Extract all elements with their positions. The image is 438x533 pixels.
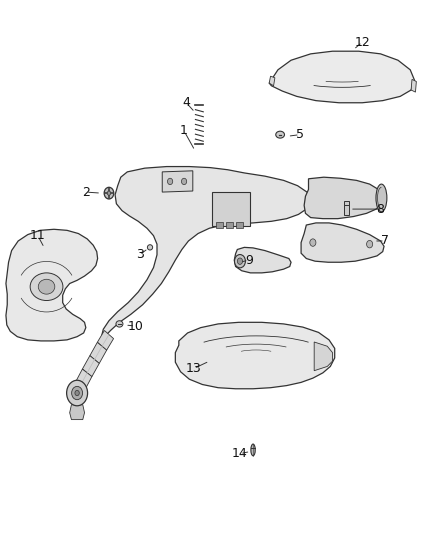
Text: 4: 4 (182, 96, 190, 109)
Ellipse shape (181, 178, 187, 184)
Polygon shape (234, 247, 291, 273)
Text: 3: 3 (136, 248, 144, 261)
Ellipse shape (104, 187, 114, 199)
Polygon shape (269, 51, 415, 103)
Polygon shape (97, 330, 113, 350)
Polygon shape (74, 369, 92, 391)
Ellipse shape (107, 191, 111, 195)
Polygon shape (175, 322, 335, 389)
Text: 12: 12 (354, 36, 370, 49)
Bar (216, 222, 223, 228)
Polygon shape (304, 177, 383, 219)
Bar (344, 201, 349, 215)
Text: 9: 9 (245, 254, 253, 266)
Ellipse shape (251, 444, 255, 456)
Polygon shape (70, 405, 85, 419)
Ellipse shape (237, 258, 243, 264)
Polygon shape (82, 356, 99, 377)
Ellipse shape (30, 273, 63, 301)
Bar (236, 222, 243, 228)
Ellipse shape (75, 390, 79, 395)
Polygon shape (314, 342, 332, 370)
Text: 7: 7 (381, 235, 389, 247)
Text: 2: 2 (82, 185, 90, 199)
Text: 14: 14 (232, 447, 248, 460)
Ellipse shape (67, 380, 88, 406)
Polygon shape (269, 76, 275, 86)
Text: 5: 5 (296, 128, 304, 141)
Ellipse shape (234, 255, 245, 268)
Ellipse shape (310, 239, 316, 246)
Text: 13: 13 (186, 362, 201, 375)
Ellipse shape (38, 279, 55, 294)
Polygon shape (102, 166, 311, 337)
Polygon shape (301, 223, 384, 262)
Text: 1: 1 (180, 124, 188, 138)
Ellipse shape (72, 386, 82, 400)
Polygon shape (411, 79, 417, 92)
Text: 11: 11 (30, 229, 46, 242)
Ellipse shape (276, 131, 285, 138)
Ellipse shape (367, 240, 373, 248)
Ellipse shape (376, 184, 387, 212)
Ellipse shape (148, 245, 152, 250)
Text: 10: 10 (127, 320, 143, 333)
Polygon shape (162, 171, 193, 192)
Ellipse shape (116, 321, 123, 327)
Polygon shape (90, 342, 107, 364)
Ellipse shape (167, 178, 173, 184)
Text: 8: 8 (377, 203, 385, 215)
Bar (226, 222, 233, 228)
Bar (212, 192, 251, 227)
Polygon shape (6, 229, 98, 341)
